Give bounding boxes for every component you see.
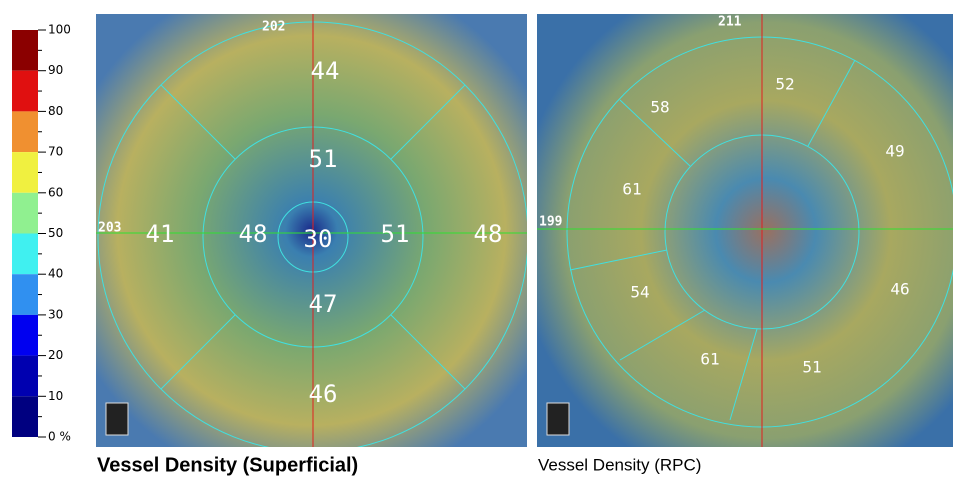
sector-value: 58 (650, 98, 669, 117)
rpc-map (537, 14, 953, 447)
sector-value: 48 (474, 220, 503, 248)
color-band (12, 30, 38, 71)
color-band (12, 315, 38, 356)
sector-value: 49 (885, 142, 904, 161)
sector-value: 44 (311, 57, 340, 85)
scale-label: 50 (48, 226, 63, 240)
sector-value: 41 (146, 220, 175, 248)
sector-value: 52 (775, 75, 794, 94)
sector-value: 47 (309, 290, 338, 318)
sector-value: 48 (239, 220, 268, 248)
map-image (537, 14, 953, 447)
sector-value: 51 (381, 220, 410, 248)
scale-label: 20 (48, 348, 63, 362)
scale-label: 10 (48, 389, 63, 403)
sector-value: 61 (700, 350, 719, 369)
scale-label: 30 (48, 307, 63, 321)
scale-label: 90 (48, 63, 63, 77)
sector-value: 46 (309, 380, 338, 408)
quality-icon (547, 403, 569, 435)
sector-value: 51 (309, 145, 338, 173)
scan-number: 211 (718, 15, 742, 30)
scan-number: 202 (262, 20, 285, 35)
scale-label: 80 (48, 104, 63, 118)
sector-value: 51 (802, 358, 821, 377)
scale-label: 0 % (48, 430, 71, 444)
sector-value: 30 (304, 225, 333, 253)
color-band (12, 111, 38, 152)
quality-icon (106, 403, 128, 435)
scale-label: 100 (48, 23, 71, 37)
scale-label: 60 (48, 185, 63, 199)
color-band (12, 71, 38, 112)
screen: 100 90 80 70 60 50 40 30 20 10 0 % Vessel Density … (0, 0, 953, 479)
color-band (12, 274, 38, 315)
color-band (12, 356, 38, 397)
color-band (12, 152, 38, 193)
scan-number: 203 (98, 221, 121, 236)
sector-value: 46 (890, 280, 909, 299)
color-band (12, 193, 38, 234)
sector-value: 61 (622, 180, 641, 199)
scan-number: 199 (539, 215, 562, 230)
sector-value: 54 (630, 283, 649, 302)
color-band (12, 396, 38, 437)
caption: Vessel Density (Superficial) (97, 454, 358, 476)
caption: Vessel Density (RPC) (538, 455, 701, 474)
color-band (12, 234, 38, 275)
scale-label: 40 (48, 267, 63, 281)
scale-label: 70 (48, 145, 63, 159)
